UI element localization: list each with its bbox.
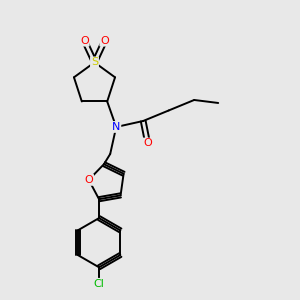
Text: S: S xyxy=(91,57,98,68)
Text: O: O xyxy=(143,139,152,148)
Text: Cl: Cl xyxy=(94,279,104,289)
Text: O: O xyxy=(100,36,109,46)
Text: O: O xyxy=(80,36,89,46)
Text: O: O xyxy=(84,175,93,185)
Text: N: N xyxy=(112,122,120,132)
